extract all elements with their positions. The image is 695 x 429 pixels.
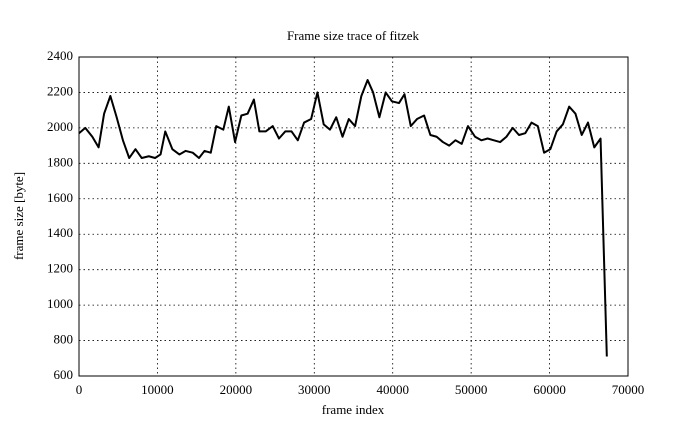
- x-tick-label: 10000: [141, 382, 174, 397]
- y-tick-label: 1400: [47, 225, 73, 240]
- x-tick-label: 40000: [376, 382, 409, 397]
- y-tick-label: 2000: [47, 119, 73, 134]
- x-tick-label: 0: [76, 382, 83, 397]
- x-axis-label: frame index: [322, 402, 385, 417]
- x-tick-label: 70000: [612, 382, 645, 397]
- chart-title: Frame size trace of fitzek: [287, 28, 420, 43]
- x-tick-label: 20000: [220, 382, 253, 397]
- x-tick-label: 50000: [455, 382, 488, 397]
- x-tick-label: 30000: [298, 382, 331, 397]
- y-tick-label: 1600: [47, 190, 73, 205]
- data-line: [78, 79, 608, 357]
- x-tick-label: 60000: [533, 382, 566, 397]
- y-tick-label: 1800: [47, 154, 73, 169]
- y-tick-label: 1200: [47, 261, 73, 276]
- y-tick-label: 600: [54, 367, 74, 382]
- y-tick-label: 2200: [47, 83, 73, 98]
- y-tick-label: 2400: [47, 48, 73, 63]
- plot-frame: [78, 56, 629, 377]
- y-tick-label: 1000: [47, 296, 73, 311]
- y-axis-label: frame size [byte]: [11, 172, 26, 260]
- y-tick-label: 800: [54, 332, 74, 347]
